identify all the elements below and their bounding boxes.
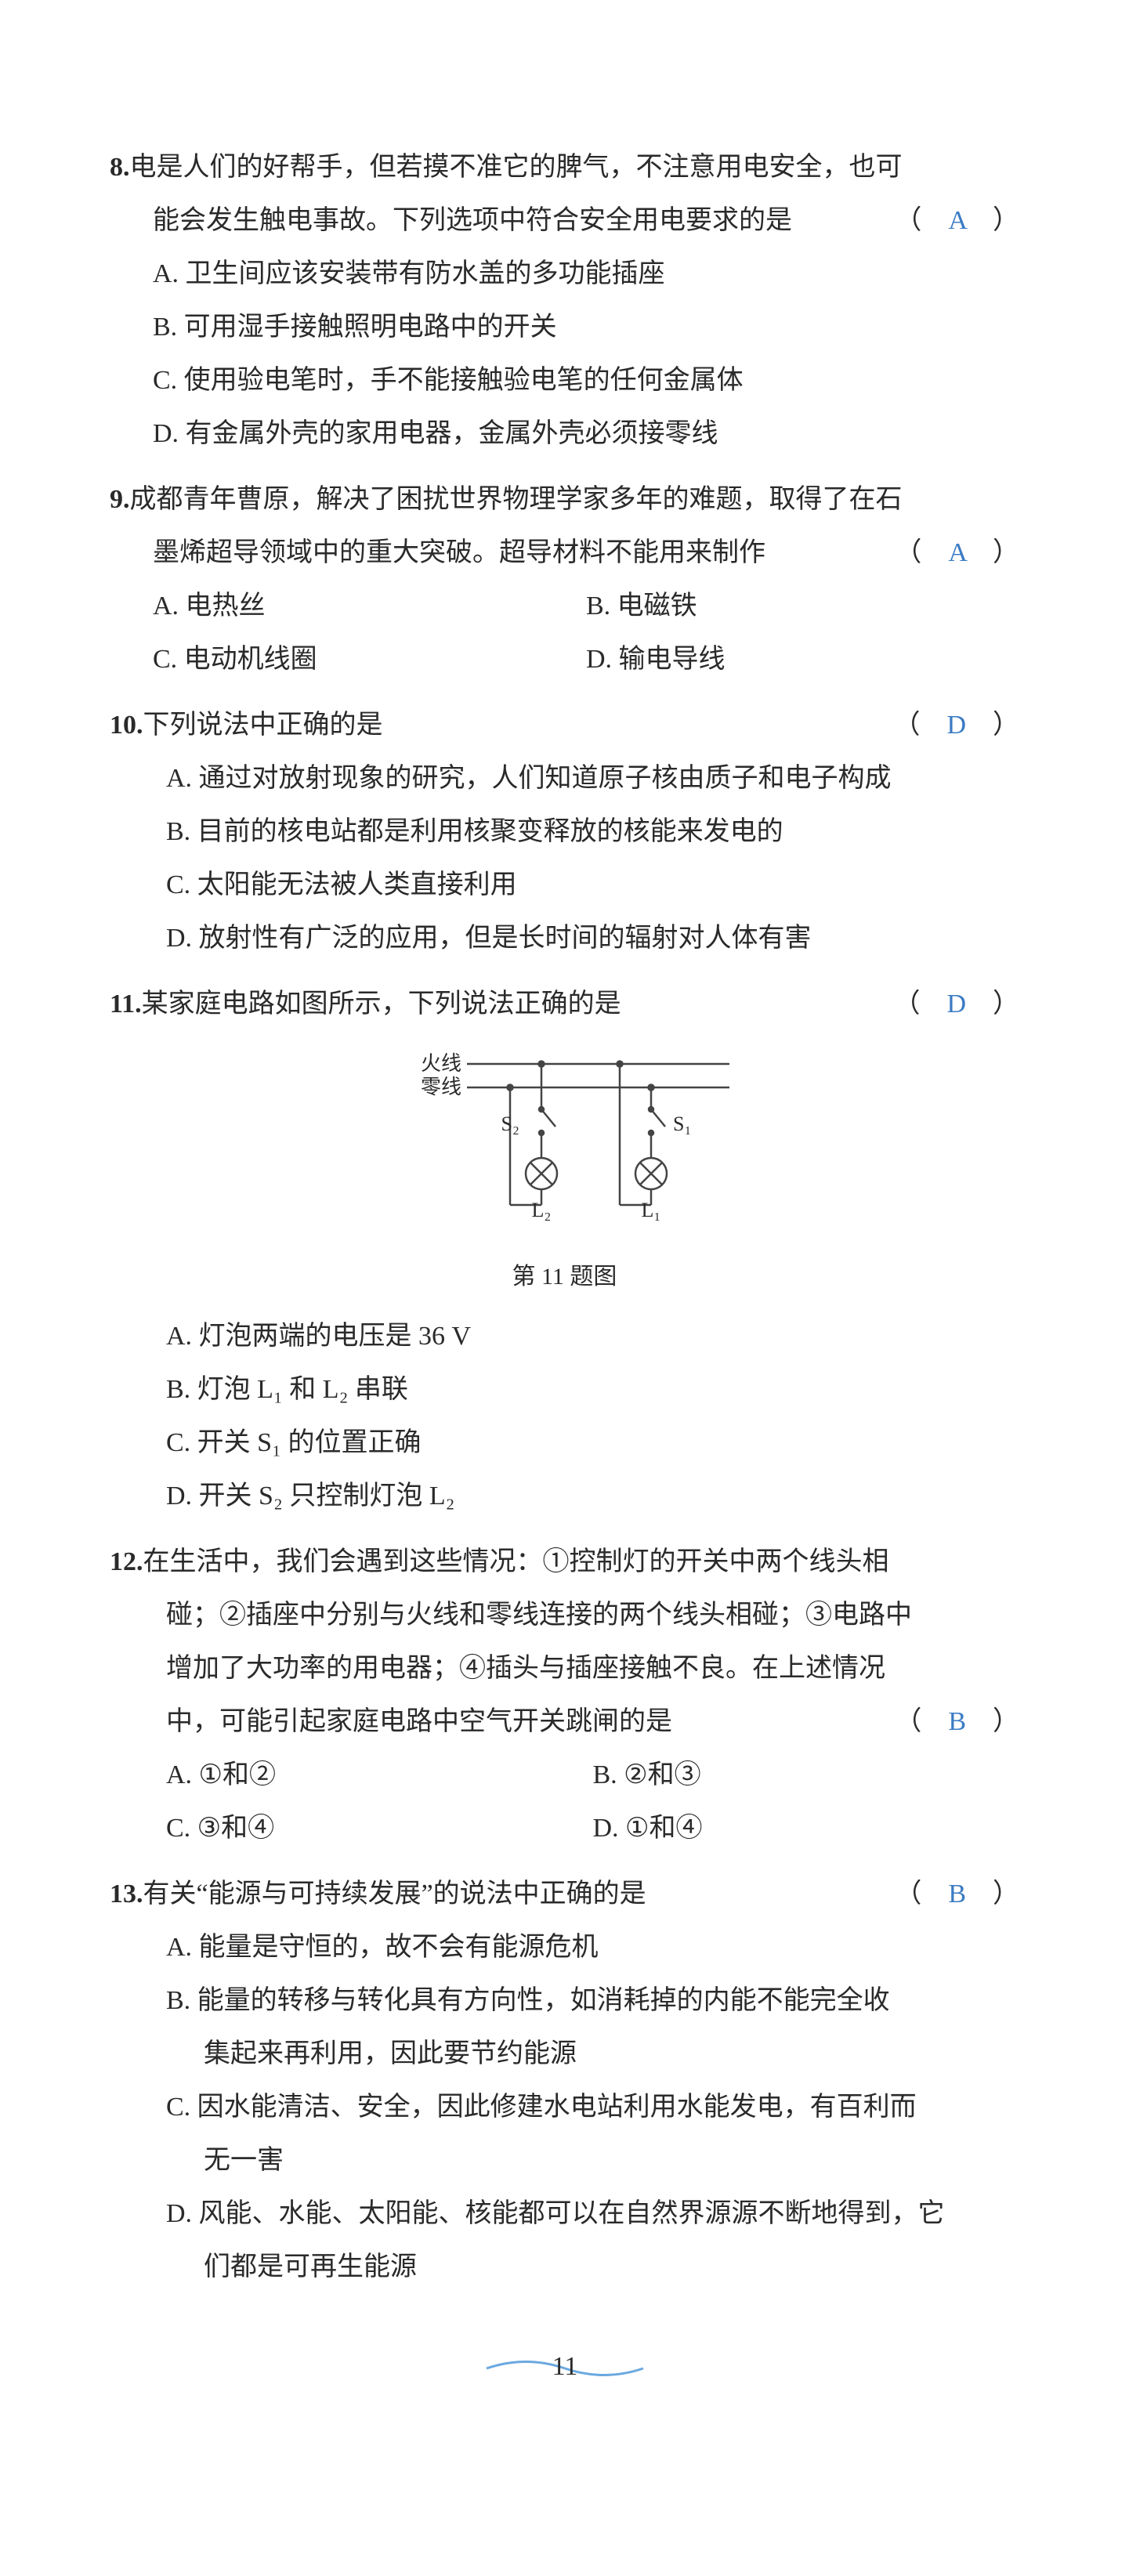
page-number-decoration: 11 (479, 2349, 651, 2388)
question-10: 10.下列说法中正确的是 （ D ） A. 通过对放射现象的研究，人们知道原子核… (110, 699, 1019, 965)
options: A. 灯泡两端的电压是 36 V B. 灯泡 L₁ 和 L₂ 串联 C. 开关 … (110, 1310, 1019, 1523)
question-stem: 13.有关“能源与可持续发展”的说法中正确的是 （ B ） (110, 1868, 1019, 1921)
option-b: B. ②和③ (593, 1749, 1020, 1802)
option-b: B. 灯泡 L₁ 和 L₂ 串联 (166, 1363, 1019, 1416)
option-d: D. 开关 S₂ 只控制灯泡 L₂ (166, 1470, 1019, 1523)
option-d: D. 风能、水能、太阳能、核能都可以在自然界源源不断地得到，它 们都是可再生能源 (166, 2187, 1019, 2294)
option-c: C. 因水能清洁、安全，因此修建水电站利用水能发电，有百利而 无一害 (166, 2081, 1019, 2187)
answer-letter: B (948, 1880, 966, 1908)
answer-blank: （ A ） (895, 194, 1019, 248)
stem-text: 电是人们的好帮手，但若摸不准它的脾气，不注意用电安全，也可 (130, 153, 903, 182)
options: A. ①和② B. ②和③ C. ③和④ D. ①和④ (110, 1749, 1019, 1855)
stem-text: 下列说法中正确的是 (143, 711, 383, 740)
answer-blank: （ A ） (895, 526, 1019, 580)
question-number: 11. (110, 990, 142, 1018)
question-11: 11.某家庭电路如图所示，下列说法正确的是 （ D ） (110, 978, 1019, 1523)
stem-line2: 碰；②插座中分别与火线和零线连接的两个线头相碰；③电路中 (110, 1589, 1019, 1642)
answer-blank: （ D ） (936, 978, 1019, 1031)
question-13: 13.有关“能源与可持续发展”的说法中正确的是 （ B ） A. 能量是守恒的，… (110, 1868, 1019, 2294)
option-a: A. 卫生间应该安装带有防水盖的多功能插座 (153, 248, 1019, 301)
answer-blank: （ B ） (938, 1868, 1019, 1921)
option-a: A. 通过对放射现象的研究，人们知道原子核由质子和电子构成 (166, 752, 1019, 805)
stem-text: 某家庭电路如图所示，下列说法正确的是 (142, 990, 621, 1018)
option-b: B. 电磁铁 (586, 580, 1019, 633)
stem-line4: 中，可能引起家庭电路中空气开关跳闸的是 （ B ） (110, 1695, 1019, 1749)
answer-blank: （ B ） (895, 1695, 1019, 1749)
hot-wire-label: 火线 (420, 1052, 461, 1075)
option-d: D. 放射性有广泛的应用，但是长时间的辐射对人体有害 (166, 912, 1019, 965)
option-a: A. 灯泡两端的电压是 36 V (166, 1310, 1019, 1363)
diagram-caption: 第 11 题图 (110, 1254, 1019, 1301)
options: A. 能量是守恒的，故不会有能源危机 B. 能量的转移与转化具有方向性，如消耗掉… (110, 1921, 1019, 2294)
option-d: D. 有金属外壳的家用电器，金属外壳必须接零线 (153, 407, 1019, 461)
question-number: 12. (110, 1547, 143, 1576)
circuit-svg: 火线 零线 S₂ S₁ L₂ L₁ (385, 1040, 745, 1228)
stem-continue: 能会发生触电事故。下列选项中符合安全用电要求的是 （ A ） (110, 194, 1019, 248)
answer-letter: A (948, 538, 966, 567)
option-c: C. 开关 S₁ 的位置正确 (166, 1416, 1019, 1470)
stem-text: 成都青年曹原，解决了困扰世界物理学家多年的难题，取得了在石 (130, 485, 903, 514)
option-a: A. 能量是守恒的，故不会有能源危机 (166, 1921, 1019, 1974)
stem-line3: 增加了大功率的用电器；④插头与插座接触不良。在上述情况 (110, 1642, 1019, 1695)
question-number: 8. (110, 153, 130, 182)
question-9: 9.成都青年曹原，解决了困扰世界物理学家多年的难题，取得了在石 墨烯超导领域中的… (110, 473, 1019, 686)
answer-letter: D (946, 711, 966, 740)
stem-continue: 墨烯超导领域中的重大突破。超导材料不能用来制作 （ A ） (110, 526, 1019, 580)
stem-text: 有关“能源与可持续发展”的说法中正确的是 (143, 1880, 646, 1908)
question-stem: 8.电是人们的好帮手，但若摸不准它的脾气，不注意用电安全，也可 能会发生触电事故… (110, 141, 1019, 248)
question-12: 12.在生活中，我们会遇到这些情况：①控制灯的开关中两个线头相 碰；②插座中分别… (110, 1536, 1019, 1855)
page-number-text: 11 (552, 2352, 577, 2381)
question-number: 9. (110, 485, 130, 514)
answer-letter: D (946, 990, 966, 1018)
options: A. 电热丝 B. 电磁铁 C. 电动机线圈 D. 输电导线 (110, 580, 1019, 686)
options: A. 通过对放射现象的研究，人们知道原子核由质子和电子构成 B. 目前的核电站都… (110, 752, 1019, 965)
option-a: A. ①和② (166, 1749, 593, 1802)
question-stem: 12.在生活中，我们会遇到这些情况：①控制灯的开关中两个线头相 碰；②插座中分别… (110, 1536, 1019, 1749)
lamp-l2-label: L₂ (531, 1199, 551, 1221)
switch-s2-label: S₂ (501, 1113, 519, 1135)
switch-s1-label: S₁ (673, 1113, 692, 1135)
answer-letter: B (948, 1707, 966, 1736)
stem-text: 在生活中，我们会遇到这些情况：①控制灯的开关中两个线头相 (143, 1547, 889, 1576)
option-c: C. 使用验电笔时，手不能接触验电笔的任何金属体 (153, 354, 1019, 407)
question-8: 8.电是人们的好帮手，但若摸不准它的脾气，不注意用电安全，也可 能会发生触电事故… (110, 141, 1019, 461)
answer-letter: A (948, 206, 966, 235)
option-a: A. 电热丝 (153, 580, 586, 633)
option-c: C. 电动机线圈 (153, 633, 586, 686)
question-number: 10. (110, 711, 143, 740)
option-d: D. 输电导线 (586, 633, 1019, 686)
question-stem: 10.下列说法中正确的是 （ D ） (110, 699, 1019, 752)
lamp-l1-label: L₁ (641, 1199, 660, 1221)
question-stem: 9.成都青年曹原，解决了困扰世界物理学家多年的难题，取得了在石 墨烯超导领域中的… (110, 473, 1019, 580)
option-c: C. ③和④ (166, 1802, 593, 1855)
circuit-diagram: 火线 零线 S₂ S₁ L₂ L₁ 第 11 题图 (110, 1040, 1019, 1301)
option-d: D. ①和④ (593, 1802, 1020, 1855)
option-b: B. 目前的核电站都是利用核聚变释放的核能来发电的 (166, 805, 1019, 859)
options: A. 卫生间应该安装带有防水盖的多功能插座 B. 可用湿手接触照明电路中的开关 … (110, 248, 1019, 461)
option-b: B. 能量的转移与转化具有方向性，如消耗掉的内能不能完全收 集起来再利用，因此要… (166, 1974, 1019, 2081)
question-stem: 11.某家庭电路如图所示，下列说法正确的是 （ D ） (110, 978, 1019, 1031)
option-b: B. 可用湿手接触照明电路中的开关 (153, 301, 1019, 354)
question-number: 13. (110, 1880, 143, 1908)
option-c: C. 太阳能无法被人类直接利用 (166, 859, 1019, 912)
page-number-container: 11 (110, 2349, 1019, 2407)
answer-blank: （ D ） (936, 699, 1019, 752)
neutral-wire-label: 零线 (420, 1076, 461, 1098)
